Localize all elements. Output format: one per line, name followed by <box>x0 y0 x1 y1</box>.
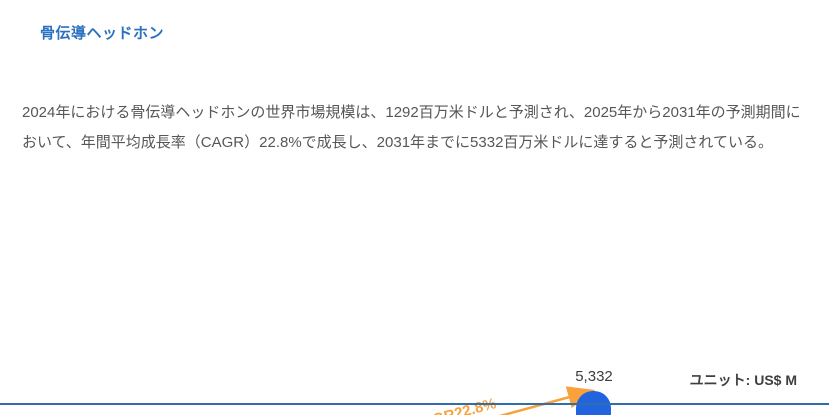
page-title: 骨伝導ヘッドホン <box>40 25 165 42</box>
unit-label: ユニット: US$ M <box>689 372 797 388</box>
bottom-divider <box>0 403 829 405</box>
market-summary-text: 2024年における骨伝導ヘッドホンの世界市場規模は、1292百万米ドルと予測され… <box>22 104 801 151</box>
bar-chart: CAGR22.8% 1,292 1,556 5,332 2024 2025 20… <box>0 170 829 415</box>
bar-value-2031: 5,332 <box>575 368 613 385</box>
